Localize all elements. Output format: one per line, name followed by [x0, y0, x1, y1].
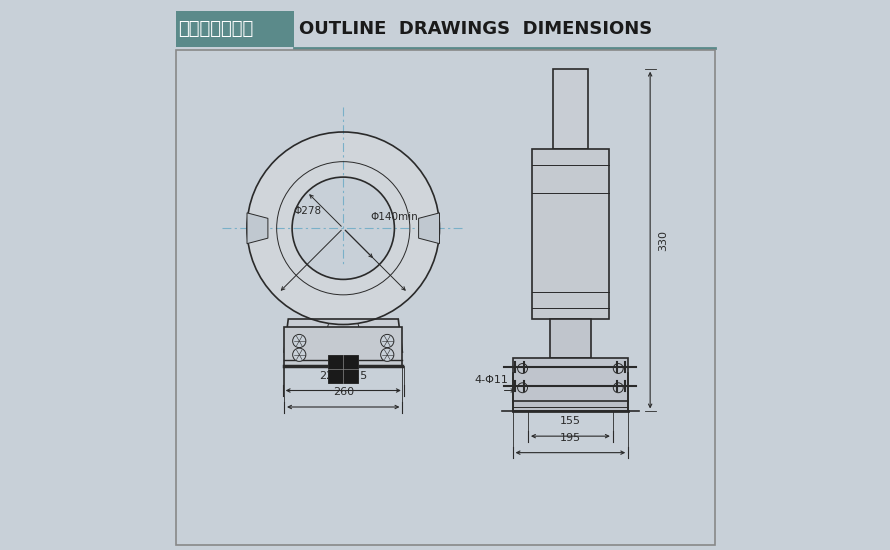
Circle shape	[381, 348, 394, 361]
Circle shape	[247, 132, 440, 324]
Bar	[513, 402, 628, 411]
Circle shape	[293, 334, 306, 348]
Bar	[328, 355, 359, 383]
Bar	[513, 358, 628, 402]
Text: 195: 195	[560, 433, 581, 443]
Polygon shape	[247, 213, 268, 244]
Text: 外形及安装尺寸: 外形及安装尺寸	[178, 20, 254, 37]
Text: Φ278: Φ278	[294, 206, 321, 217]
Text: 155: 155	[560, 416, 581, 426]
Text: 260: 260	[333, 387, 354, 397]
Circle shape	[381, 334, 394, 348]
Text: 4-Φ11: 4-Φ11	[474, 375, 508, 385]
Circle shape	[293, 348, 306, 361]
Text: 330: 330	[659, 229, 668, 251]
Bar	[549, 319, 591, 358]
FancyBboxPatch shape	[175, 11, 294, 47]
Circle shape	[292, 177, 394, 279]
Polygon shape	[418, 213, 440, 244]
Text: Φ140min: Φ140min	[371, 212, 418, 222]
Text: 220±0.5: 220±0.5	[320, 371, 368, 381]
Polygon shape	[284, 319, 402, 352]
Bar	[553, 69, 588, 148]
Text: OUTLINE  DRAWINGS  DIMENSIONS: OUTLINE DRAWINGS DIMENSIONS	[299, 20, 652, 37]
Bar	[284, 327, 402, 366]
Bar	[532, 148, 609, 319]
